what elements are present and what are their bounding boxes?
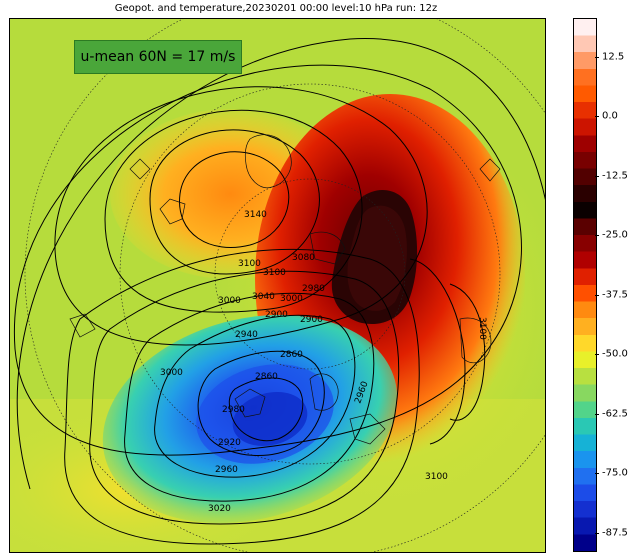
colorbar bbox=[573, 18, 597, 552]
contour-label: 3000 bbox=[160, 368, 183, 378]
contour-label: 3040 bbox=[252, 292, 275, 302]
contour-label: 2920 bbox=[218, 438, 241, 448]
colorbar-ticks bbox=[595, 18, 600, 550]
contour-label: 2900 bbox=[300, 315, 323, 325]
colorbar-tick bbox=[595, 56, 599, 58]
contour-label: 2900 bbox=[265, 310, 288, 320]
contour-label: 3000 bbox=[280, 294, 303, 304]
contour-label: 3000 bbox=[218, 296, 241, 306]
colorbar-tick-label: -37.5 bbox=[602, 289, 628, 301]
map-field-svg: 3140 3100 3100 3080 3040 3000 3000 2980 … bbox=[10, 19, 545, 552]
contour-label: 2980 bbox=[302, 284, 325, 294]
contour-label: 3140 bbox=[244, 210, 267, 220]
colorbar-tick bbox=[595, 473, 599, 475]
colorbar-tick-label: -12.5 bbox=[602, 170, 628, 182]
colorbar-tick-label: -75.0 bbox=[602, 467, 628, 479]
map-plot: 3140 3100 3100 3080 3040 3000 3000 2980 … bbox=[9, 18, 546, 553]
contour-labels: 3140 3100 3100 3080 3040 3000 3000 2980 … bbox=[160, 210, 487, 514]
colorbar-labels: 12.5 0.0 -12.5 -25.0 -37.5 -50.0 -62.5 -75.0 -87… bbox=[602, 18, 640, 550]
contour-label: 3080 bbox=[292, 253, 315, 263]
colorbar-tick-label: -87.5 bbox=[602, 527, 628, 539]
colorbar-tick bbox=[595, 354, 599, 356]
contour-label: 3100 bbox=[263, 268, 286, 278]
contour-label: 2960 bbox=[215, 465, 238, 475]
contour-label: 2860 bbox=[280, 350, 303, 360]
geopotential-contours bbox=[13, 38, 545, 545]
colorbar-tick bbox=[595, 235, 599, 237]
contour-label: 3020 bbox=[208, 504, 231, 514]
colorbar-tick-label: -62.5 bbox=[602, 408, 628, 420]
colorbar-tick-label: -25.0 bbox=[602, 229, 628, 241]
contour-label: 2940 bbox=[235, 330, 258, 340]
contour-label: 2860 bbox=[255, 372, 278, 382]
colorbar-tick bbox=[595, 294, 599, 296]
contour-label: 3100 bbox=[238, 259, 261, 269]
colorbar-tick-label: -50.0 bbox=[602, 348, 628, 360]
colorbar-tick bbox=[595, 532, 599, 534]
colorbar-tick bbox=[595, 175, 599, 177]
colorbar-tick-label: 12.5 bbox=[602, 51, 625, 63]
map-title: Geopot. and temperature,20230201 00:00 l… bbox=[114, 3, 438, 14]
u-mean-label: u-mean 60N = 17 m/s bbox=[74, 40, 242, 74]
contour-label: 3100 bbox=[477, 317, 487, 340]
colorbar-tick bbox=[595, 116, 599, 118]
contour-label: 3100 bbox=[425, 472, 448, 482]
contour-label: 2980 bbox=[222, 405, 245, 415]
colorbar-tick bbox=[595, 413, 599, 415]
colorbar-tick-label: 0.0 bbox=[602, 110, 618, 122]
